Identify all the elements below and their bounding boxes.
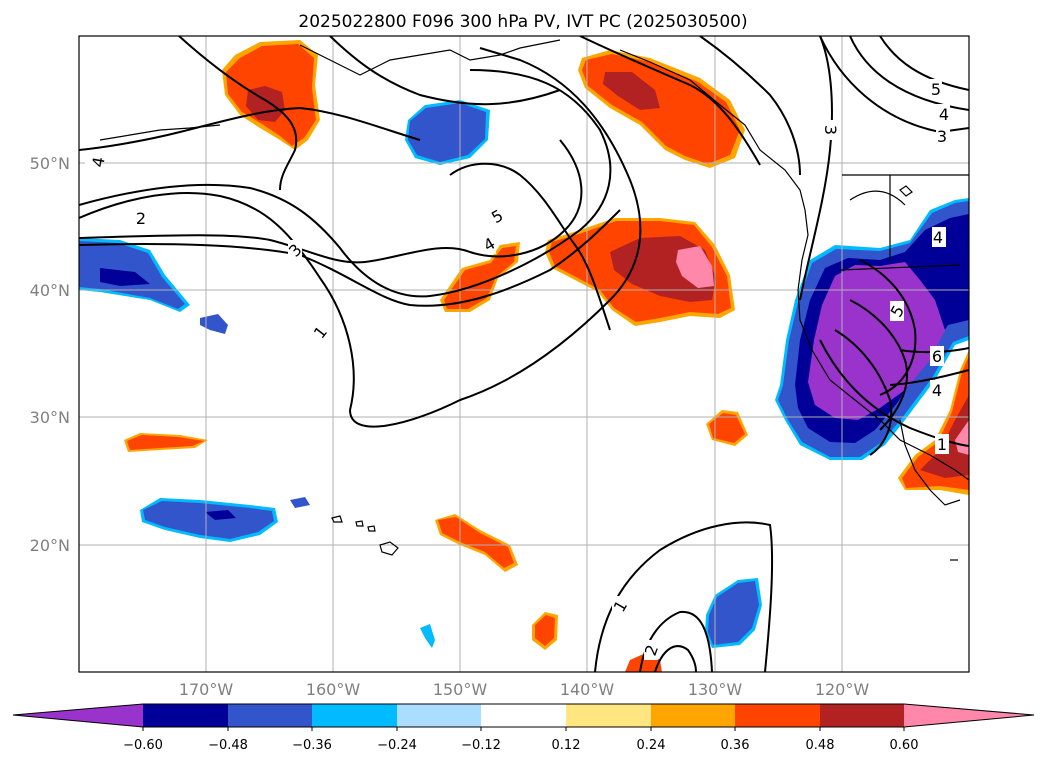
lon-label-160w: 160°W <box>306 680 361 699</box>
lon-label-130w: 130°W <box>688 680 743 699</box>
colorbar: −0.60 −0.48 −0.36 −0.24 −0.12 0.12 0.24 … <box>12 703 1035 753</box>
contour-label: 6 <box>932 347 942 366</box>
colorbar-tick-label: 0.24 <box>637 738 666 753</box>
lon-label-170w: 170°W <box>179 680 234 699</box>
negative-anomaly-fields <box>79 100 969 648</box>
contour-label: 4 <box>933 228 943 247</box>
map-title: 2025022800 F096 300 hPa PV, IVT PC (2025… <box>298 12 747 32</box>
colorbar-segment <box>566 704 651 727</box>
colorbar-segment <box>228 704 312 727</box>
colorbar-tick-label: −0.36 <box>292 738 332 753</box>
contour-label-group: 1 2 3 4 5 5 4 3 4 5 6 4 1 1 <box>85 79 950 660</box>
colorbar-segment <box>143 704 228 727</box>
contour-label: 1 <box>937 435 947 454</box>
colorbar-tick-label: 0.48 <box>806 738 835 753</box>
contour-label: 4 <box>939 105 949 124</box>
colorbar-tick-label: 0.60 <box>890 738 919 753</box>
lat-label-30n: 30°N <box>30 408 70 427</box>
map-area: 1 2 3 4 5 5 4 3 4 5 6 4 1 1 <box>79 36 969 672</box>
colorbar-tick-label: −0.24 <box>377 738 417 753</box>
colorbar-segment <box>735 704 820 727</box>
contour-label: 4 <box>88 155 108 168</box>
map-frame <box>78 35 970 673</box>
contour-label: 3 <box>821 125 840 135</box>
colorbar-tick-label: 0.12 <box>552 738 581 753</box>
colorbar-segment <box>312 704 397 727</box>
colorbar-tick-label: −0.60 <box>123 738 163 753</box>
lat-label-20n: 20°N <box>30 536 70 555</box>
latitude-labels: 50°N 40°N 30°N 20°N <box>30 154 70 555</box>
lat-label-50n: 50°N <box>30 154 70 173</box>
lon-label-140w: 140°W <box>560 680 615 699</box>
coastlines <box>99 39 969 561</box>
contour-label: 5 <box>931 80 941 99</box>
colorbar-segment <box>904 704 1034 727</box>
lon-label-150w: 150°W <box>433 680 488 699</box>
grid-lines <box>79 36 969 672</box>
colorbar-tick-label: −0.12 <box>461 738 501 753</box>
colorbar-segment <box>397 704 481 727</box>
pv-contours <box>79 36 969 672</box>
positive-anomaly-fields <box>124 40 969 672</box>
colorbar-tick-label: 0.36 <box>721 738 750 753</box>
colorbar-segment <box>651 704 735 727</box>
contour-label: 4 <box>932 381 942 400</box>
colorbar-segment <box>820 704 904 727</box>
colorbar-tick-label: −0.48 <box>208 738 248 753</box>
longitude-labels: 170°W 160°W 150°W 140°W 130°W 120°W <box>179 680 870 699</box>
colorbar-segment <box>13 704 143 727</box>
contour-label: 3 <box>937 127 947 146</box>
lat-label-40n: 40°N <box>30 281 70 300</box>
colorbar-segment <box>481 704 566 727</box>
contour-label: 2 <box>136 209 146 228</box>
lon-label-120w: 120°W <box>815 680 870 699</box>
